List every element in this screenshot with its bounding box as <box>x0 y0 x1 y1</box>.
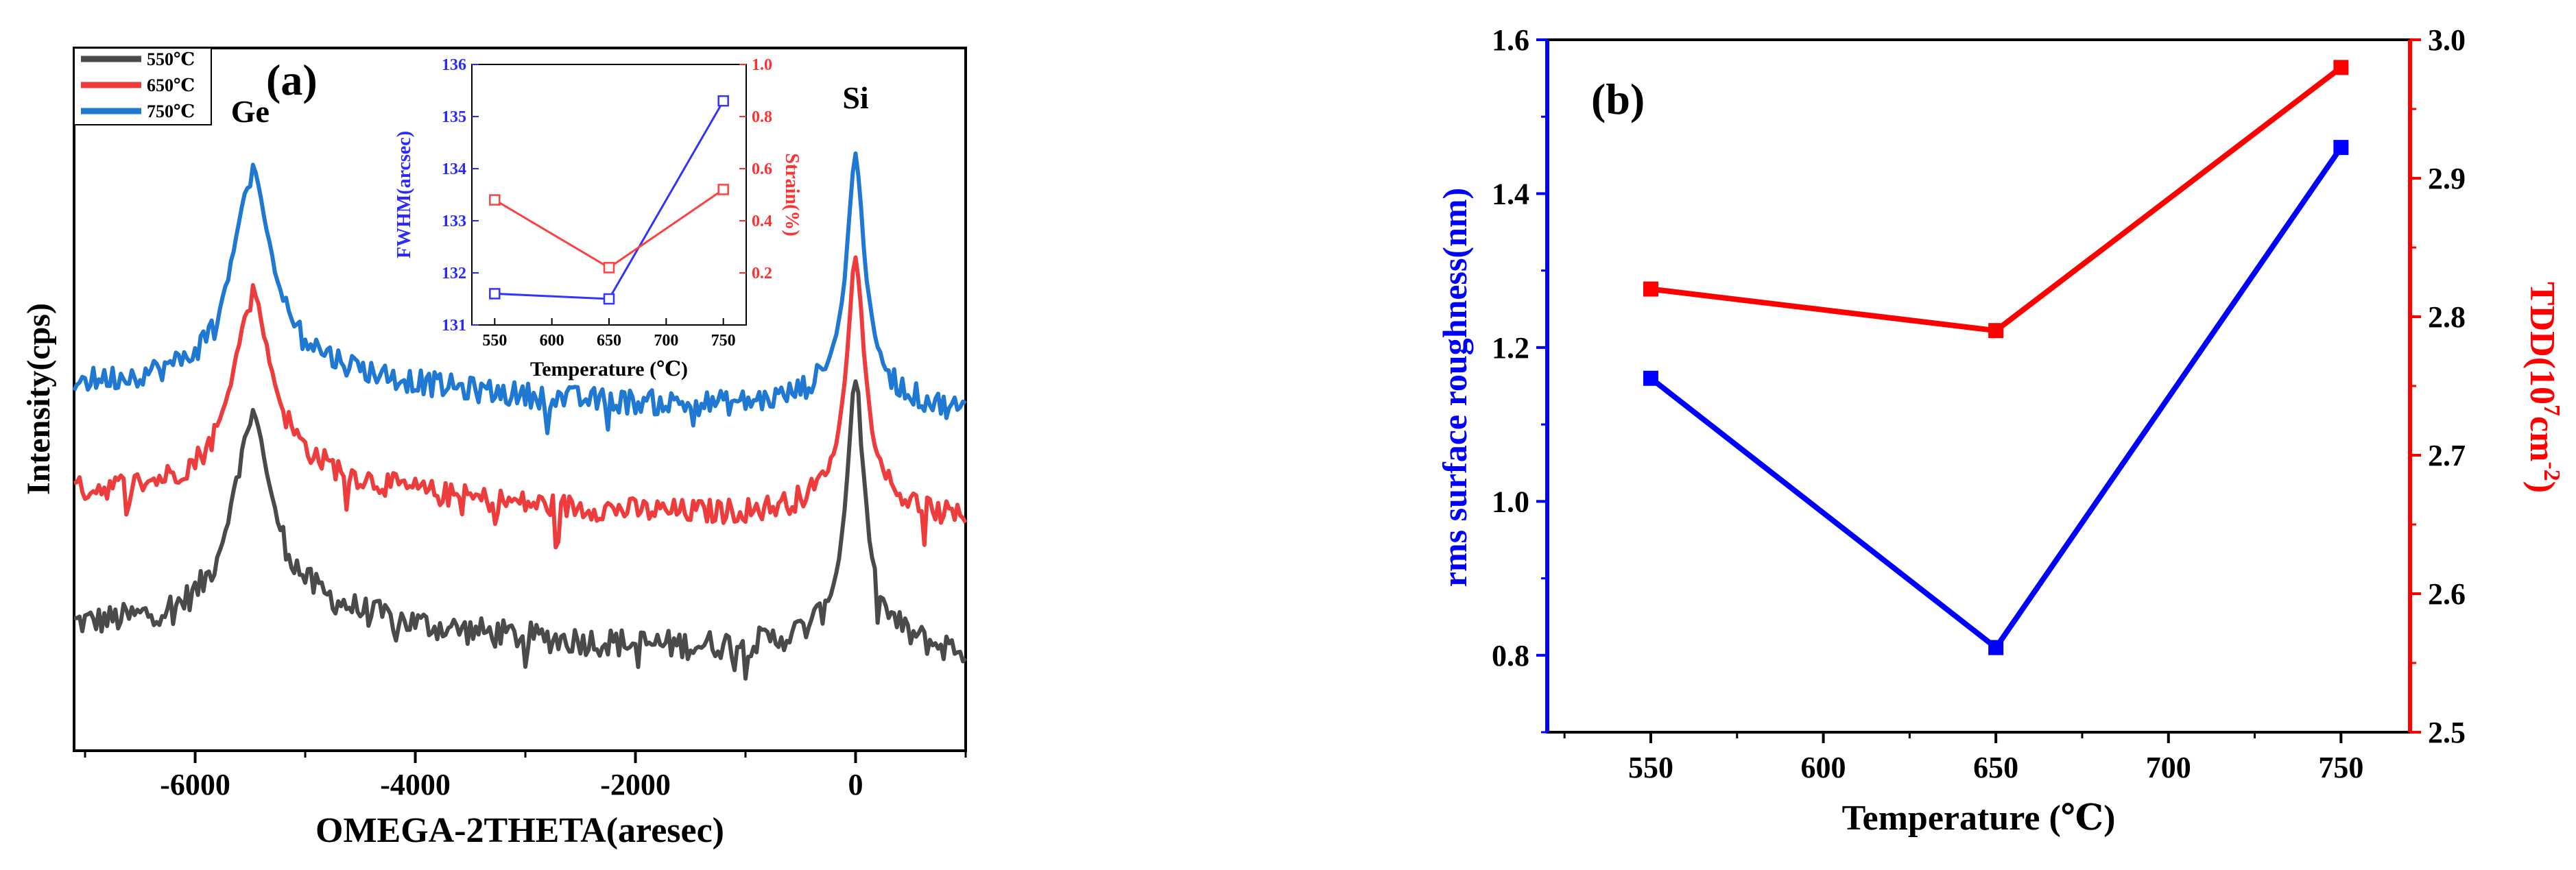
inset-marker-strain <box>603 262 615 274</box>
inset-marker-strain <box>489 194 501 206</box>
b-ytick-right-label: 2.6 <box>2428 577 2466 611</box>
a-xtick-label: -6000 <box>160 768 230 801</box>
panel-b-label: (b) <box>1591 75 1645 123</box>
b-ytick-left-label: 0.8 <box>1492 639 1529 673</box>
legend-label-550: 550℃ <box>147 49 195 69</box>
ylabel-right-mid: cm <box>2523 416 2562 461</box>
b-marker-tdd <box>1643 281 1658 297</box>
b-ytick-right-label: 3.0 <box>2428 23 2466 57</box>
inset-xtick-label: 550 <box>482 332 507 350</box>
b-marker-tdd <box>1988 323 2004 339</box>
xrd-curve-550℃ <box>73 379 968 681</box>
panel-b-chart: 550 600 650 700 750 0.8 1.0 1.2 1.4 1.6 2.5 2.6 2.7 2… <box>1435 23 2564 838</box>
inset-ylabel-left: FWHM(arcsec) <box>394 131 415 258</box>
b-xtick-label: 650 <box>1973 751 2018 784</box>
inset-ytick-right-label: 0.8 <box>752 108 772 126</box>
b-marker-roughness <box>2333 140 2349 156</box>
panel-a-frame <box>73 47 967 752</box>
ge-peak-label: Ge <box>231 94 270 129</box>
inset-ytick-left-label: 133 <box>442 213 466 230</box>
b-marker-roughness <box>1643 370 1658 386</box>
b-marker-roughness <box>1988 640 2004 655</box>
panel-a-x-ticks: -6000 -4000 -2000 0 <box>84 751 967 801</box>
panel-b-ylabel-right: TDD(107cm-2) <box>2523 282 2564 493</box>
panel-a-legend: 550℃ 650℃ 750℃ <box>73 47 212 125</box>
inset-ytick-left-label: 134 <box>442 160 466 178</box>
inset-xtick-label: 650 <box>597 332 621 350</box>
xrd-curves <box>72 151 968 681</box>
inset-ytick-right-label: 0.4 <box>752 213 772 230</box>
b-ytick-left-label: 1.6 <box>1492 23 1529 57</box>
ylabel-right-sup2: -2 <box>2539 461 2564 481</box>
b-xtick-label: 550 <box>1628 751 1673 784</box>
panel-b-ticks: 550 600 650 700 750 0.8 1.0 1.2 1.4 1.6 2.5 2.6 2.7 2… <box>1492 23 2466 784</box>
inset-ticks: 550 600 650 700 750 131 132 133 134 135 136 0.2 0.4 0… <box>442 56 772 350</box>
b-ytick-left-label: 1.2 <box>1492 331 1529 365</box>
inset-ytick-left-label: 131 <box>442 317 466 335</box>
inset-marker-fwhm <box>717 95 729 107</box>
b-marker-tdd <box>2333 60 2349 75</box>
inset-xtick-label: 750 <box>711 332 736 350</box>
inset-ytick-right-label: 0.6 <box>752 160 772 178</box>
b-ytick-right-label: 2.8 <box>2428 300 2466 334</box>
panel-b-ylabel-left: rms surface roughness(nm) <box>1435 188 1474 587</box>
b-line-tdd <box>1650 65 2343 334</box>
ylabel-right-sup1: 7 <box>2539 404 2564 416</box>
a-xtick-label: 0 <box>848 768 863 801</box>
legend-label-650: 650℃ <box>147 75 195 95</box>
inset-chart: 550 600 650 700 750 131 132 133 134 135 136 0.2 0.4 0… <box>394 51 802 380</box>
inset-marker-strain <box>717 184 729 195</box>
inset-ylabel-right: Strain(%) <box>781 153 802 236</box>
xrd-curve-650℃ <box>73 255 968 550</box>
legend-label-750: 750℃ <box>147 101 195 121</box>
a-xtick-label: -2000 <box>600 768 671 801</box>
inset-background <box>403 51 760 348</box>
panel-b-xlabel: Temperature (℃) <box>1842 799 2116 838</box>
b-ytick-right-label: 2.5 <box>2428 716 2466 749</box>
inset-ytick-left-label: 135 <box>442 108 466 126</box>
inset-ytick-right-label: 1.0 <box>752 56 772 74</box>
inset-xtick-label: 600 <box>540 332 564 350</box>
panel-a-chart: -6000 -4000 -2000 0 OMEGA-2THETA(aresec) In… <box>21 47 968 850</box>
panel-a-ylabel: Intensity(cps) <box>21 303 57 495</box>
panel-b-series <box>1643 60 2349 655</box>
panel-a-label: (a) <box>266 56 318 104</box>
inset-ytick-left-label: 136 <box>442 56 466 74</box>
b-ytick-right-label: 2.7 <box>2428 439 2466 472</box>
b-ytick-left-label: 1.4 <box>1492 177 1529 210</box>
b-ytick-left-label: 1.0 <box>1492 485 1529 518</box>
inset-ytick-right-label: 0.2 <box>752 265 772 282</box>
inset-marker-fwhm <box>603 293 615 305</box>
inset-xlabel: Temperature (℃) <box>530 358 688 380</box>
inset-xtick-label: 700 <box>654 332 678 350</box>
xrd-curve-750℃ <box>72 151 967 435</box>
inset-ytick-left-label: 132 <box>442 265 466 282</box>
panel-a-xlabel: OMEGA-2THETA(aresec) <box>315 811 724 850</box>
b-ytick-right-label: 2.9 <box>2428 162 2466 195</box>
inset-marker-fwhm <box>489 288 501 300</box>
inset-series <box>489 95 729 305</box>
b-xtick-label: 700 <box>2146 751 2191 784</box>
b-xtick-label: 600 <box>1801 751 1846 784</box>
a-xtick-label: -4000 <box>380 768 451 801</box>
panel-b-frame <box>1546 38 2411 734</box>
b-xtick-label: 750 <box>2318 751 2363 784</box>
ylabel-right-base: TDD(10 <box>2523 282 2562 404</box>
si-peak-label: Si <box>842 80 869 115</box>
ylabel-right-end: ) <box>2523 481 2562 493</box>
b-line-roughness <box>1649 145 2344 651</box>
